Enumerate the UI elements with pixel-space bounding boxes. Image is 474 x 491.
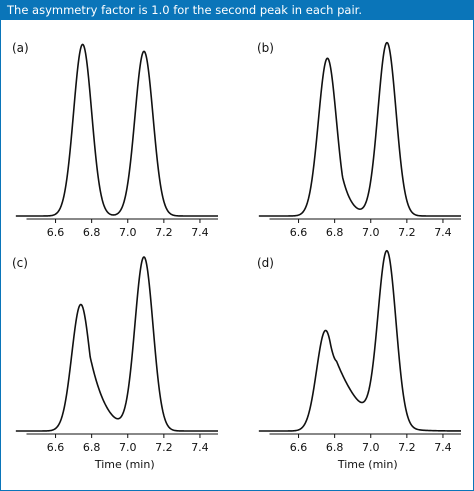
x-tick-label: 6.8 (326, 441, 344, 454)
x-tick-label: 7.4 (434, 226, 452, 239)
x-tick-label: 7.2 (398, 441, 416, 454)
x-tick-label: 6.8 (83, 226, 101, 239)
chart-panel-c: (c) 6.6 6.8 7.0 7.2 7.4 Time (min) (12, 256, 219, 471)
x-axis-title: Time (min) (337, 458, 398, 471)
chromatogram-trace (15, 256, 219, 432)
x-tick-label: 7.4 (191, 226, 209, 239)
x-tick-label: 6.6 (290, 226, 308, 239)
x-tick-label: 7.2 (398, 226, 416, 239)
figure-caption: The asymmetry factor is 1.0 for the seco… (0, 0, 474, 20)
x-tick-label: 7.2 (155, 226, 173, 239)
panel-label: (b) (257, 41, 274, 55)
x-tick-label: 7.0 (119, 441, 137, 454)
chromatogram-trace (15, 43, 219, 217)
x-tick-label: 7.4 (434, 441, 452, 454)
x-tick-label: 7.4 (191, 441, 209, 454)
x-tick-label: 6.8 (326, 226, 344, 239)
x-tick-label: 7.0 (362, 226, 380, 239)
x-tick-label: 6.6 (290, 441, 308, 454)
chart-panel-b: (b) 6.6 6.8 7.0 7.2 7.4 (257, 41, 462, 239)
x-tick-label: 7.0 (362, 441, 380, 454)
x-tick-label: 6.6 (47, 226, 65, 239)
chromatogram-trace (258, 249, 462, 432)
chart-panel-d: (d) 6.6 6.8 7.0 7.2 7.4 Time (min) (257, 249, 462, 471)
x-tick-label: 7.0 (119, 226, 137, 239)
chart-panel-a: (a) 6.6 6.8 7.0 7.2 7.4 (12, 41, 219, 239)
x-tick-label: 7.2 (155, 441, 173, 454)
x-tick-label: 6.6 (47, 441, 65, 454)
chromatogram-trace (258, 41, 462, 217)
panel-label: (c) (12, 256, 28, 270)
panel-label: (d) (257, 256, 274, 270)
panel-label: (a) (12, 41, 29, 55)
x-axis-title: Time (min) (94, 458, 155, 471)
x-tick-label: 6.8 (83, 441, 101, 454)
